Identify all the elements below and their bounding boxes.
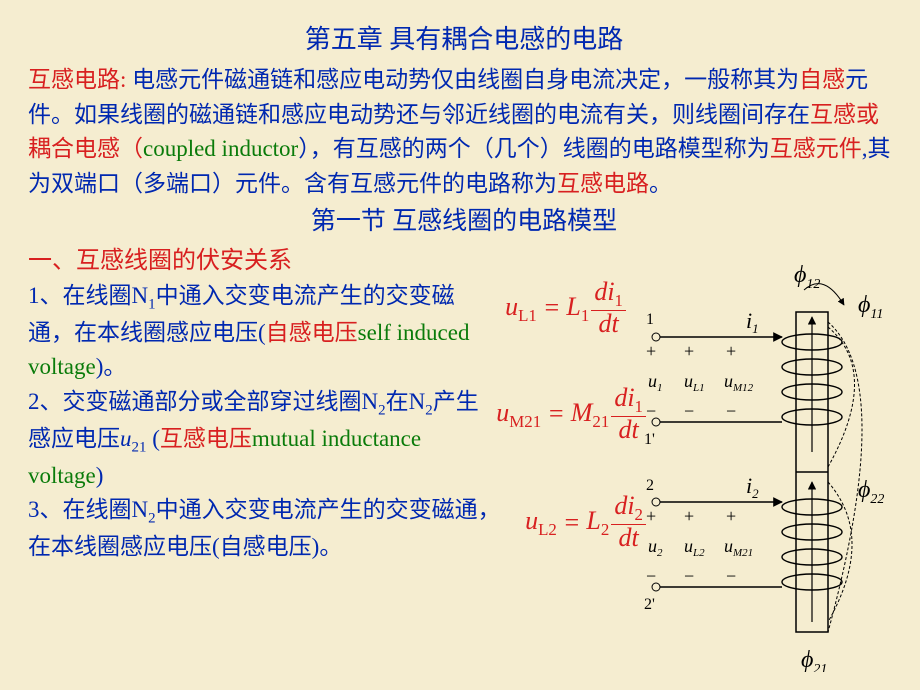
intro-para: 互感电路: 电感元件磁通链和感应电动势仅由线圈自身电流决定，一般称其为自感元件。… <box>28 63 900 201</box>
equation-2: uM21 = M21 di1dt <box>496 385 648 443</box>
svg-text:2': 2' <box>644 596 655 613</box>
equation-3: uL2 = L2 di2dt <box>525 493 648 551</box>
equation-1: uL1 = L1 di1dt <box>505 279 628 337</box>
point-2: 2、交变磁通部分或全部穿过线圈N2在N2产生感应电压u21 (互感电压mutua… <box>28 385 488 494</box>
intro-label: 互感电路: <box>28 67 126 92</box>
svg-text:ϕ21: ϕ21 <box>801 647 827 672</box>
subheading-1: 一、互感线圈的伏安关系 <box>28 243 900 279</box>
section-title: 第一节 互感线圈的电路模型 <box>28 203 900 241</box>
point-1: 1、在线圈N1中通入交变电流产生的交变磁通，在本线圈感应电压(自感电压self … <box>28 279 497 385</box>
chapter-title: 第五章 具有耦合电感的电路 <box>28 20 900 59</box>
point-3: 3、在线圈N2中通入交变电流产生的交变磁通，在本线圈感应电压(自感电压)。 <box>28 493 517 565</box>
